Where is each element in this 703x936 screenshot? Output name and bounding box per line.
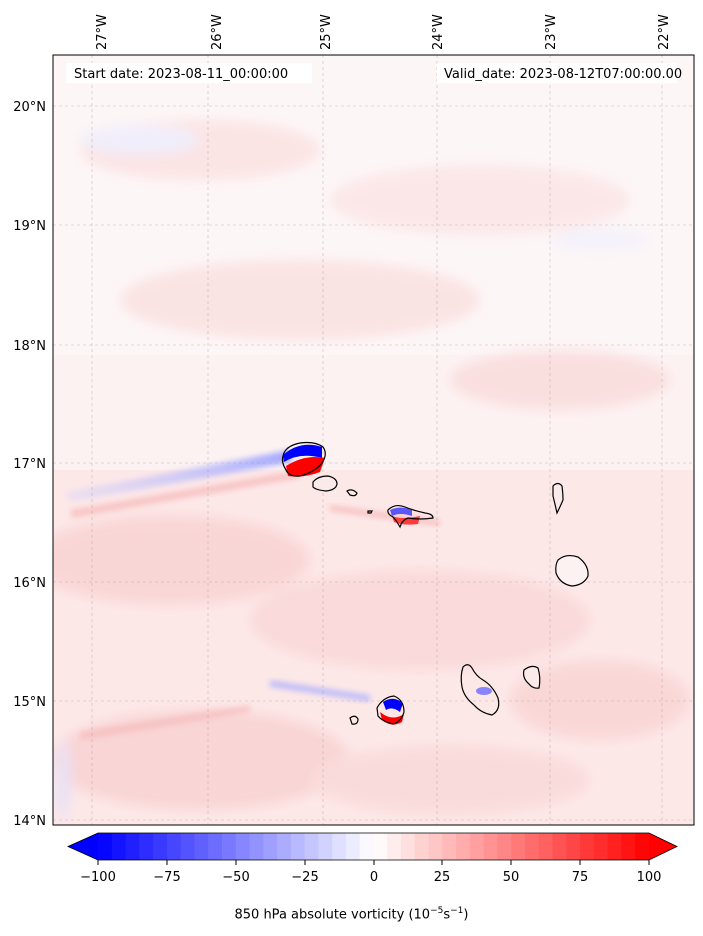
vorticity-dipoles	[283, 444, 492, 725]
island-santiago	[460, 664, 500, 716]
vorticity-field-patches	[53, 120, 690, 820]
colorbar-label-exp1: −5	[430, 906, 444, 916]
colorbar-segment	[332, 833, 347, 860]
cb-tick-100: 100	[637, 870, 662, 885]
colorbar-segment	[552, 833, 567, 860]
colorbar-segment	[304, 833, 319, 860]
cb-tick-25: 25	[434, 870, 451, 885]
lon-label-27w: 27°W	[95, 14, 110, 50]
colorbar-segment	[607, 833, 622, 860]
map-border	[52, 54, 695, 826]
colorbar-segment	[249, 833, 264, 860]
colorbar-segment	[166, 833, 182, 860]
colorbar-segment	[98, 833, 113, 860]
map-panel: Start date: 2023-08-11_00:00:00 Valid_da…	[53, 55, 694, 825]
start-date-banner	[66, 63, 312, 83]
colorbar-label-mid: s	[443, 907, 451, 923]
lat-label-20n: 20°N	[13, 100, 46, 115]
colorbar-segment	[580, 833, 595, 860]
gridlines	[53, 55, 694, 825]
colorbar	[67, 832, 678, 861]
island-sao-vicente	[312, 475, 338, 492]
colorbar-label: 850 hPa absolute vorticity (10−5s−1)	[0, 906, 703, 922]
colorbar-segment	[139, 833, 154, 860]
colorbar-segment	[111, 833, 127, 860]
colorbar-segment	[387, 833, 402, 860]
island-raso	[367, 510, 373, 514]
lat-label-17n: 17°N	[13, 457, 46, 472]
colorbar-ticks: −100 −75 −50 −25 0 25 50 75 100	[80, 860, 661, 885]
colorbar-segment	[525, 833, 540, 860]
lat-label-14n: 14°N	[13, 814, 46, 829]
cb-tick-0: 0	[370, 870, 378, 885]
valid-date-banner	[437, 63, 677, 83]
lat-label-19n: 19°N	[13, 219, 46, 234]
colorbar-min-extend	[68, 833, 98, 860]
colorbar-segment	[497, 833, 512, 860]
colorbar-segment	[180, 833, 195, 860]
colorbar-segment	[125, 833, 140, 860]
colorbar-segment	[538, 833, 554, 860]
colorbar-segment	[345, 833, 361, 860]
colorbar-segment	[208, 833, 223, 860]
colorbar-segment	[456, 833, 471, 860]
lon-label-24w: 24°W	[431, 14, 446, 50]
colorbar-segment	[414, 833, 430, 860]
island-maio	[522, 665, 541, 689]
island-sao-nicolau	[387, 504, 434, 529]
cb-tick-50: 50	[503, 870, 520, 885]
cb-tick-neg75: −75	[153, 870, 180, 885]
colorbar-segment	[235, 833, 251, 860]
colorbar-segment	[221, 833, 237, 860]
colorbar-label-end: )	[463, 907, 469, 923]
cb-tick-75: 75	[572, 870, 589, 885]
island-boa-vista	[555, 554, 589, 587]
colorbar-segment	[277, 833, 292, 860]
start-date-label: Start date: 2023-08-11_00:00:00	[74, 67, 288, 82]
colorbar-segment	[511, 833, 526, 860]
longitude-labels: 27°W 26°W 25°W 24°W 23°W 22°W	[95, 14, 672, 50]
colorbar-segment	[621, 833, 636, 860]
cb-tick-neg100: −100	[80, 870, 116, 885]
colorbar-segment	[290, 833, 306, 860]
island-fogo	[376, 695, 405, 725]
island-santo-antao	[281, 441, 326, 477]
colorbar-segment	[593, 833, 609, 860]
lon-label-26w: 26°W	[210, 14, 225, 50]
colorbar-segment	[566, 833, 581, 860]
lon-label-22w: 22°W	[657, 14, 672, 50]
colorbar-segment	[153, 833, 168, 860]
colorbar-segment	[428, 833, 443, 860]
colorbar-segment	[469, 833, 485, 860]
colorbar-label-exp2: −1	[450, 906, 464, 916]
colorbar-segment	[194, 833, 209, 860]
colorbar-segment	[483, 833, 498, 860]
valid-date-label: Valid_date: 2023-08-12T07:00:00.00	[444, 67, 682, 82]
colorbar-segment	[442, 833, 457, 860]
island-sal	[552, 482, 564, 515]
colorbar-segment	[318, 833, 333, 860]
colorbar-segment	[401, 833, 416, 860]
colorbar-segment	[263, 833, 278, 860]
lat-label-16n: 16°N	[13, 576, 46, 591]
latitude-labels: 20°N 19°N 18°N 17°N 16°N 15°N 14°N	[13, 100, 46, 829]
island-santa-luzia	[346, 489, 358, 497]
cb-tick-neg50: −50	[222, 870, 249, 885]
lon-label-25w: 25°W	[319, 14, 334, 50]
island-outlines	[281, 441, 589, 725]
island-brava	[349, 715, 359, 725]
cb-tick-neg25: −25	[291, 870, 318, 885]
colorbar-label-main: 850 hPa absolute vorticity (10	[234, 907, 431, 923]
colorbar-max-extend	[649, 833, 677, 860]
lon-label-23w: 23°W	[544, 14, 559, 50]
colorbar-segment	[373, 833, 388, 860]
colorbar-segment	[635, 833, 650, 860]
colorbar-segment	[359, 833, 374, 860]
lat-label-15n: 15°N	[13, 695, 46, 710]
lat-label-18n: 18°N	[13, 339, 46, 354]
